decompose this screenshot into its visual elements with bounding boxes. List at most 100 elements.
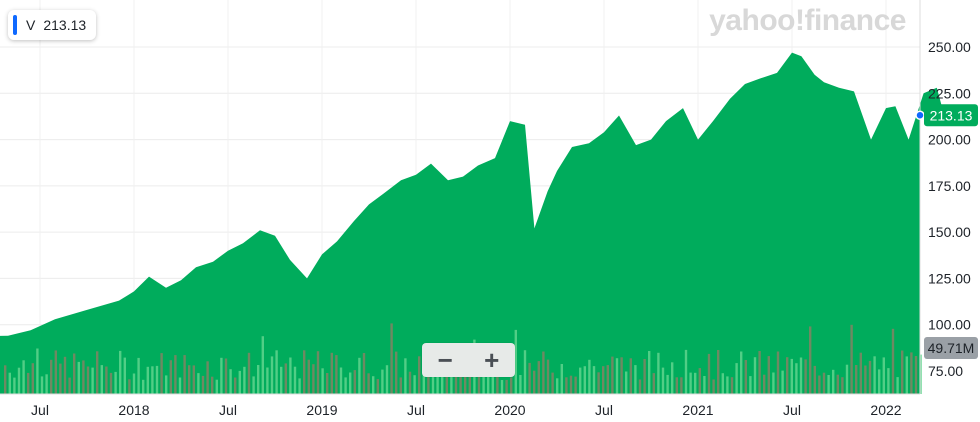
volume-bar [882, 357, 885, 394]
y-tick-label: 225.00 [928, 85, 971, 101]
volume-bar [629, 358, 632, 394]
volume-bar [45, 374, 48, 394]
volume-bar [280, 366, 283, 394]
volume-bar [8, 372, 11, 394]
volume-bar [735, 363, 738, 394]
volume-bar [519, 375, 522, 394]
volume-bar [891, 328, 895, 394]
y-tick-label: 75.00 [928, 363, 963, 379]
volume-bar [450, 375, 453, 394]
volume-bar [611, 356, 614, 394]
volume-bar [671, 362, 674, 394]
volume-bar [132, 373, 136, 394]
volume-bar [730, 377, 734, 394]
volume-bar [822, 372, 826, 394]
volume-bar [91, 367, 94, 394]
volume-bar [634, 365, 637, 394]
y-tick-label: 200.00 [928, 132, 971, 148]
volume-bar [13, 377, 16, 394]
price-area [0, 52, 945, 394]
volume-bar [422, 362, 425, 394]
volume-bar [31, 363, 34, 394]
volume-bar [556, 378, 559, 394]
volume-bar [206, 361, 209, 394]
volume-bar [666, 374, 669, 394]
volume-bar [661, 367, 665, 394]
x-tick-label: 2019 [306, 402, 337, 418]
volume-bar [445, 361, 448, 394]
volume-bar [137, 357, 140, 394]
volume-bar [22, 360, 25, 394]
volume-bar [841, 377, 844, 394]
volume-bar [565, 377, 568, 394]
volume-bar [698, 368, 701, 394]
volume-bar [119, 350, 122, 394]
volume-bar [63, 356, 67, 394]
volume-bar [4, 365, 7, 394]
volume-bar [487, 370, 490, 394]
volume-bar [767, 356, 770, 394]
volume-bar [873, 356, 876, 394]
symbol-legend[interactable]: V 213.13 [8, 10, 97, 40]
volume-bar [542, 351, 545, 394]
volume-bar [896, 377, 899, 394]
price-tag-label: 213.13 [930, 107, 973, 123]
volume-bar [790, 358, 793, 394]
volume-bar [772, 372, 775, 394]
volume-bar [178, 377, 182, 394]
volume-bar [827, 375, 830, 394]
volume-bar [818, 375, 821, 394]
volume-bar [298, 378, 301, 394]
volume-bar [408, 371, 412, 394]
volume-bar [795, 363, 798, 394]
volume-bar [114, 371, 117, 394]
volume-bar [316, 351, 320, 394]
yahoo-finance-logo: yahoo!finance [709, 4, 906, 37]
volume-bar [413, 375, 416, 394]
volume-bar [247, 352, 251, 394]
volume-bar [652, 373, 655, 394]
volume-bar [229, 369, 232, 394]
volume-bar [707, 353, 711, 394]
volume-bar [335, 355, 338, 394]
volume-bar [96, 351, 99, 394]
volume-bar [289, 357, 292, 394]
volume-bar [105, 366, 108, 394]
volume-bar [68, 377, 71, 394]
volume-bar [749, 376, 752, 394]
volume-bar [234, 377, 237, 394]
volume-bar [238, 370, 241, 394]
volume-bar [128, 379, 131, 394]
volume-bar [201, 375, 205, 394]
volume-bar [657, 352, 660, 394]
volume-bar [850, 324, 853, 394]
volume-bar [17, 367, 21, 394]
volume-bar [284, 363, 287, 394]
volume-bar [799, 357, 803, 394]
volume-bar [399, 377, 402, 394]
x-tick-label: 2021 [682, 402, 713, 418]
volume-bar [188, 365, 191, 394]
x-tick-label: 2020 [494, 402, 525, 418]
volume-bar [689, 372, 692, 394]
volume-bar [183, 355, 186, 394]
volume-bar [638, 379, 642, 394]
volume-bar [832, 369, 835, 394]
volume-bar [307, 359, 310, 394]
volume-bar [197, 373, 200, 394]
volume-bar [551, 372, 554, 394]
volume-bar [560, 364, 563, 394]
volume-bar [914, 356, 918, 394]
volume-bar [878, 369, 881, 394]
volume-bar [385, 365, 389, 394]
volume-bar [160, 353, 163, 394]
y-tick-label: 150.00 [928, 224, 971, 240]
volume-bar [381, 369, 384, 394]
zoom-out-button[interactable]: − [437, 345, 453, 375]
price-tag [924, 104, 978, 127]
volume-bar [868, 360, 872, 394]
volume-bar [703, 376, 706, 394]
volume-bar [77, 361, 80, 394]
zoom-in-button[interactable]: + [484, 345, 500, 375]
